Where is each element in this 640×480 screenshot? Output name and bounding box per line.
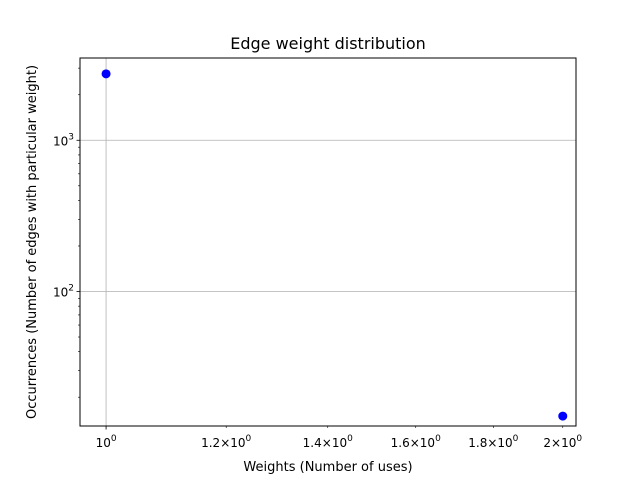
- y-tick-label: 103: [53, 132, 74, 148]
- x-tick-label: 1.8×100: [468, 434, 518, 450]
- data-points: [101, 69, 568, 421]
- x-tick-label: 1.2×100: [201, 434, 251, 450]
- chart-title: Edge weight distribution: [230, 34, 426, 53]
- x-tick-label: 2×100: [543, 434, 582, 450]
- x-axis-ticks: 100 1.2×100 1.4×100 1.6×100 1.8×100 2×100: [96, 426, 582, 450]
- data-point: [101, 69, 111, 79]
- plot-area: [80, 58, 576, 426]
- data-point: [558, 411, 568, 421]
- grid-lines: [80, 58, 576, 426]
- x-axis-label: Weights (Number of uses): [243, 460, 412, 475]
- x-tick-label: 100: [96, 434, 117, 450]
- y-tick-label: 102: [53, 283, 74, 299]
- y-axis-label: Occurrences (Number of edges with partic…: [25, 65, 40, 419]
- x-tick-label: 1.6×100: [391, 434, 441, 450]
- y-axis-ticks: 102 103: [53, 67, 80, 398]
- x-tick-label: 1.4×100: [303, 434, 353, 450]
